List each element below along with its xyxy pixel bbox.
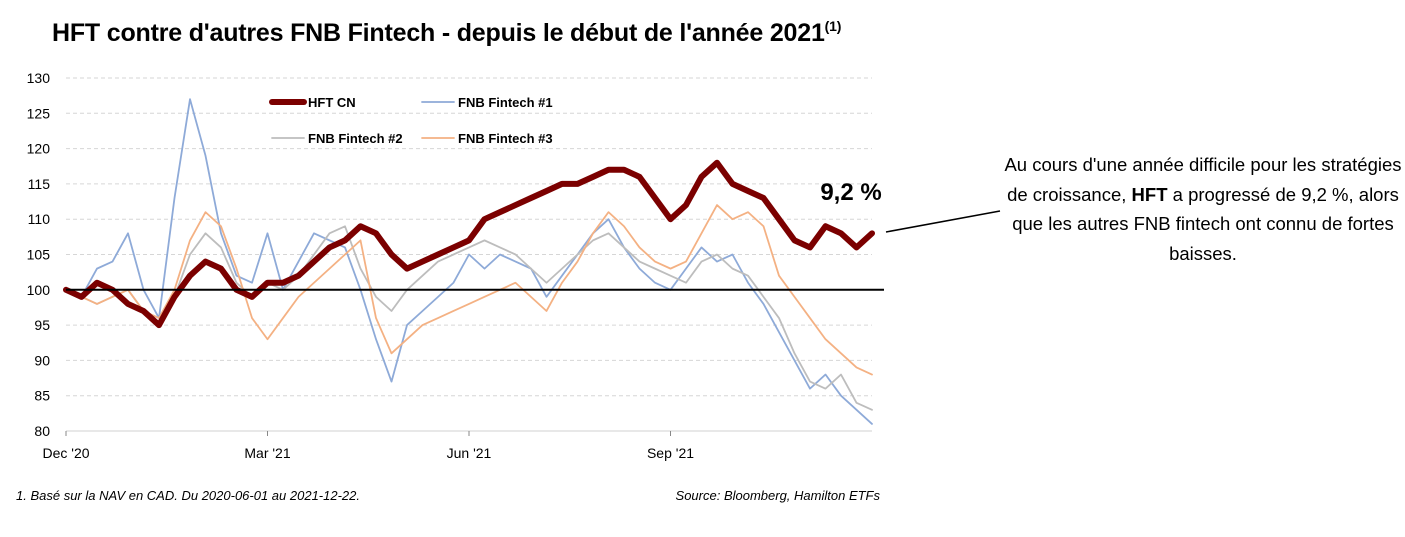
- legend-label: FNB Fintech #3: [458, 131, 553, 146]
- series-line-hft-cn: [63, 159, 875, 329]
- y-tick-label: 80: [34, 423, 50, 439]
- y-tick-label: 100: [27, 282, 51, 298]
- series-line-fnb-fintech-1: [65, 98, 873, 425]
- x-tick-label: Dec '20: [42, 445, 89, 461]
- y-tick-label: 105: [27, 247, 51, 263]
- source-note: Source: Bloomberg, Hamilton ETFs: [675, 488, 880, 503]
- callout-text: Au cours d'une année difficile pour les …: [1004, 154, 1402, 264]
- y-tick-label: 130: [27, 70, 51, 86]
- x-tick-label: Jun '21: [447, 445, 492, 461]
- annotation-label: 9,2 %: [820, 179, 881, 206]
- x-tick-label: Sep '21: [647, 445, 694, 461]
- callout-bold: HFT: [1131, 183, 1168, 205]
- footnote: 1. Basé sur la NAV en CAD. Du 2020-06-01…: [16, 488, 360, 503]
- callout-connector: [885, 210, 1001, 233]
- y-tick-label: 85: [34, 388, 50, 404]
- x-tick-label: Mar '21: [244, 445, 290, 461]
- series-line-fnb-fintech-3: [65, 204, 873, 376]
- legend-label: HFT CN: [308, 95, 356, 110]
- y-tick-label: 110: [28, 211, 51, 227]
- y-tick-label: 115: [28, 176, 51, 192]
- y-tick-label: 90: [34, 352, 50, 368]
- series-line-fnb-fintech-2: [65, 225, 873, 411]
- chart-title: HFT contre d'autres FNB Fintech - depuis…: [52, 18, 842, 47]
- y-tick-label: 120: [27, 141, 51, 157]
- y-tick-label: 95: [34, 317, 50, 333]
- title-footnote-ref: (1): [824, 18, 842, 34]
- legend-label: FNB Fintech #2: [308, 131, 403, 146]
- legend-label: FNB Fintech #1: [458, 95, 553, 110]
- y-tick-label: 125: [27, 105, 51, 121]
